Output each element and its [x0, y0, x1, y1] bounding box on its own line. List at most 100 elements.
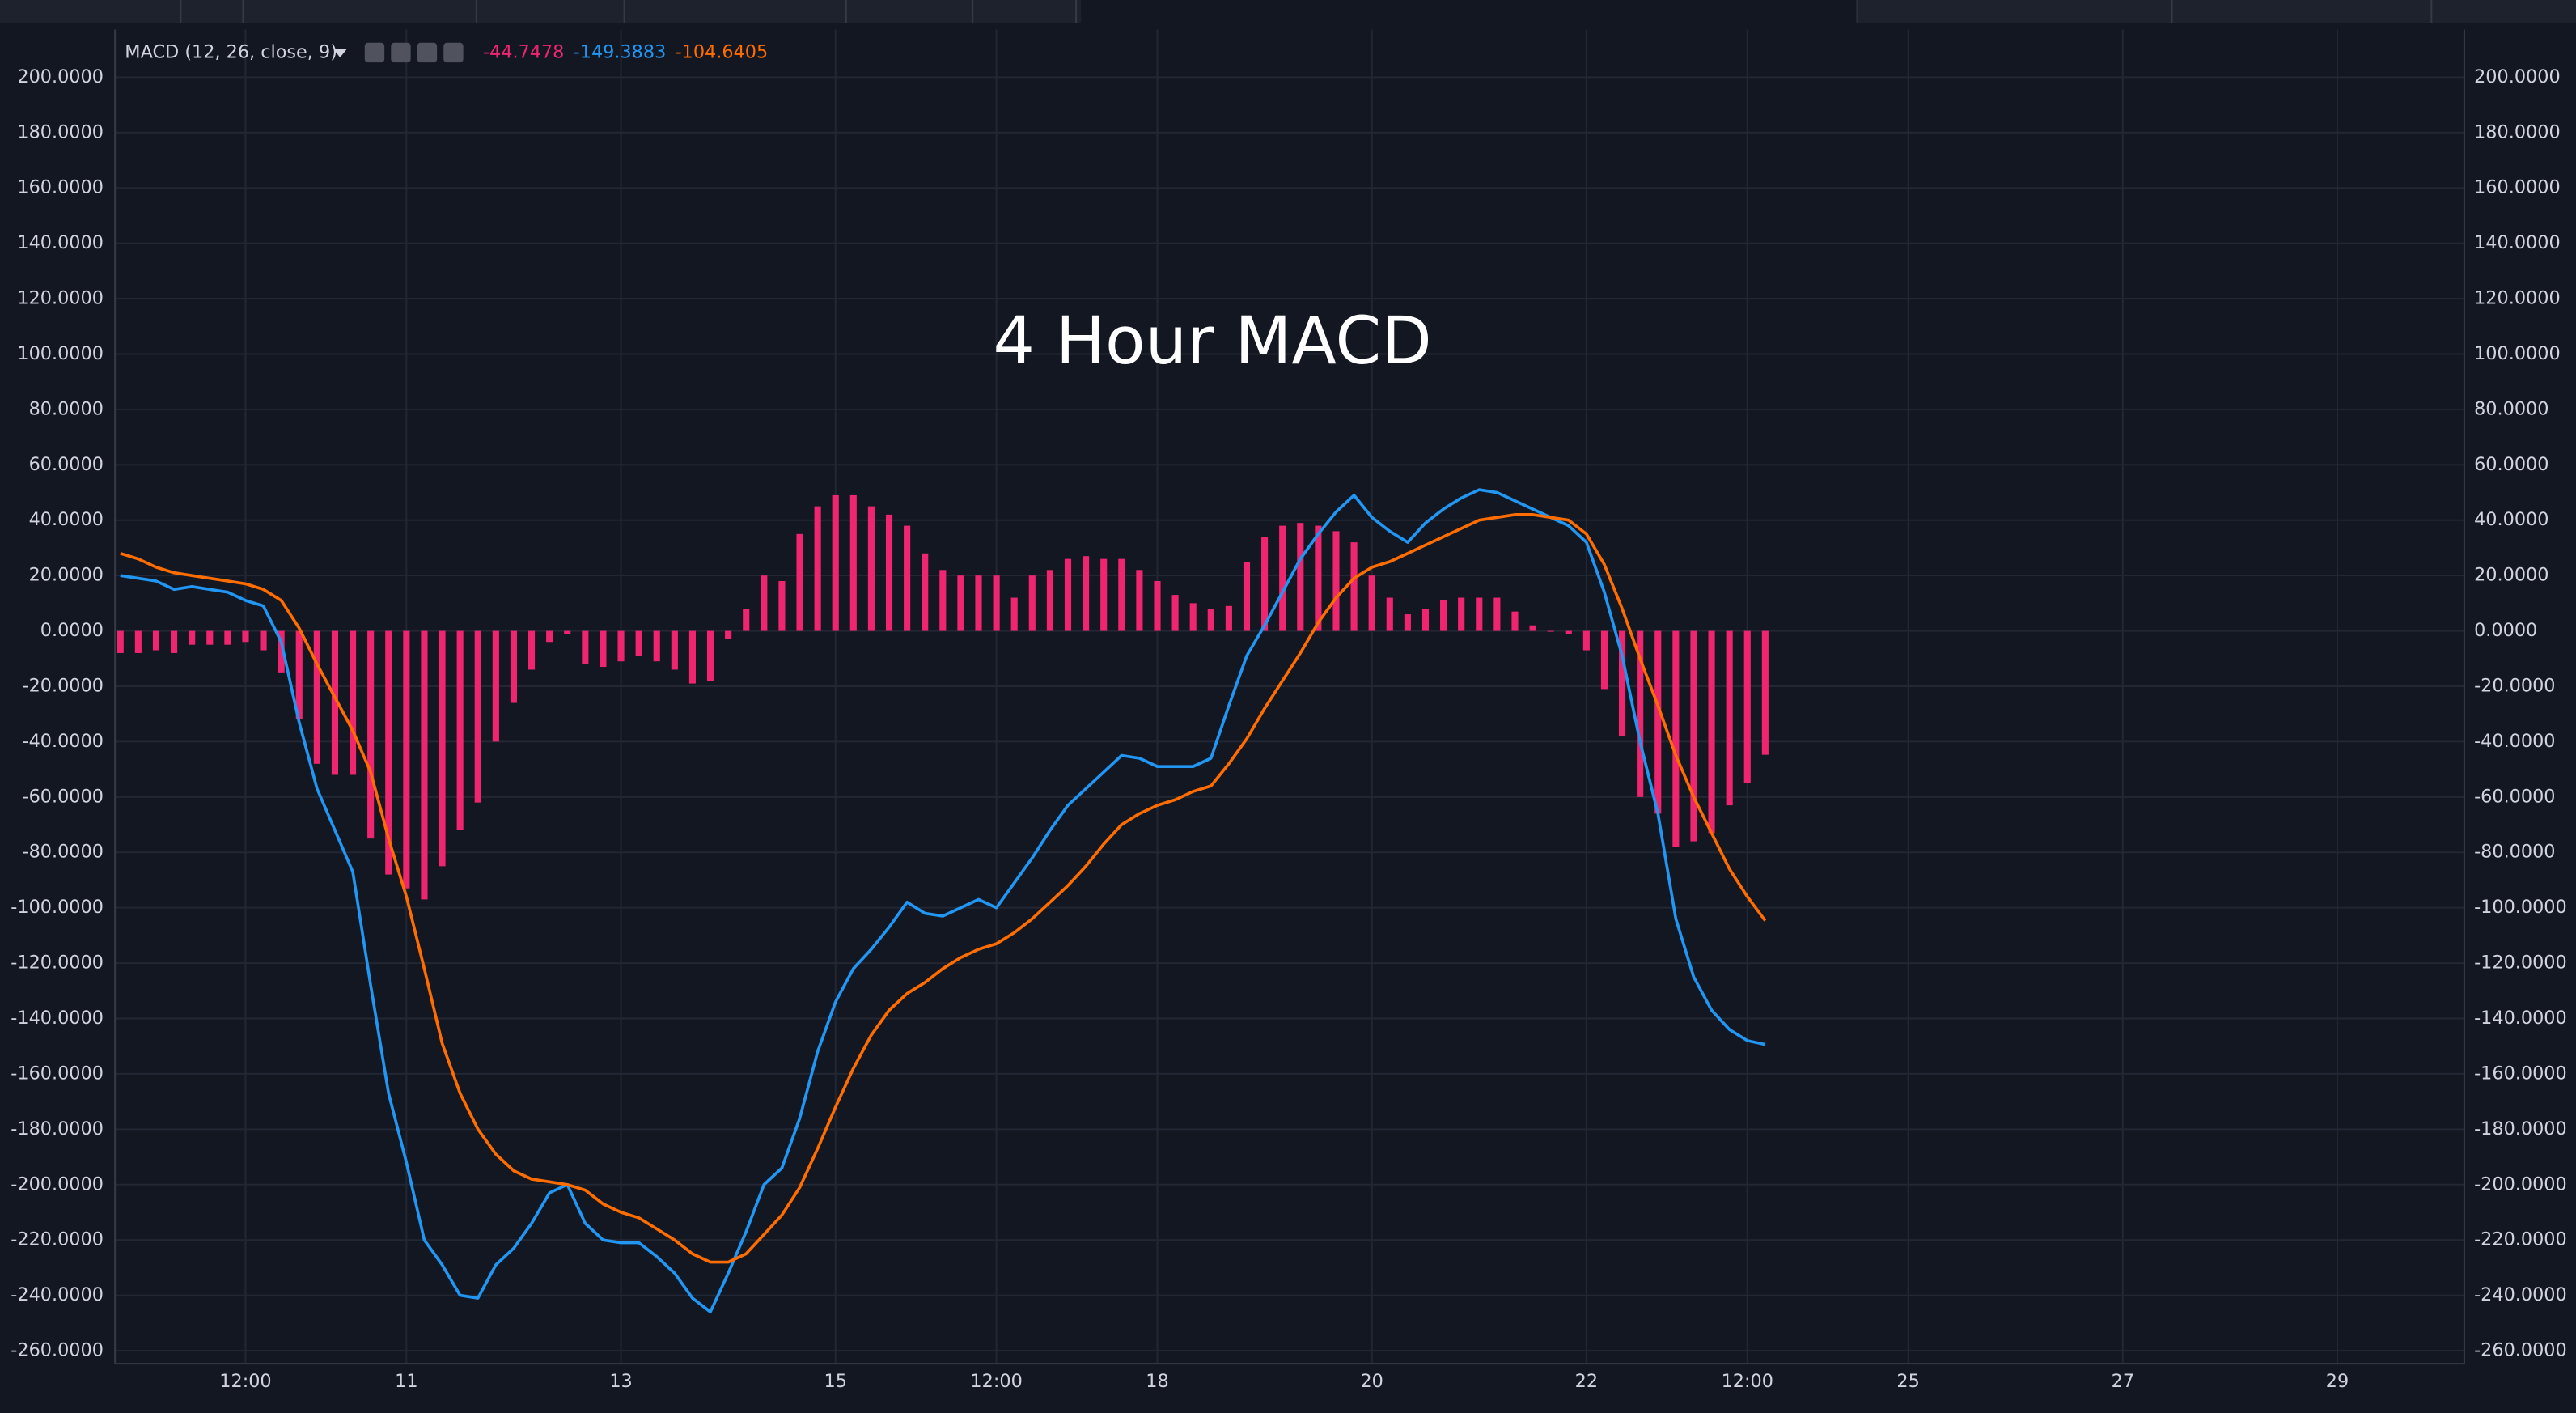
- histogram-bar: [617, 630, 625, 662]
- settings-button[interactable]: [364, 42, 385, 63]
- histogram-bar: [1332, 531, 1340, 631]
- y2-tick-label: -160.0000: [2474, 1063, 2567, 1084]
- histogram-bar: [349, 630, 357, 775]
- histogram-bar: [492, 630, 499, 742]
- y2-tick-label: 180.0000: [2474, 121, 2561, 142]
- histogram-bar: [313, 630, 320, 764]
- y-tick-label: 80.0000: [29, 398, 104, 419]
- histogram-bar: [278, 630, 285, 673]
- macd-value: -149.3883: [574, 41, 667, 62]
- histogram-bar: [1404, 614, 1411, 631]
- histogram-bar: [1368, 575, 1375, 631]
- histogram-bar: [189, 630, 196, 645]
- footer: [0, 1390, 2576, 1413]
- histogram-bar: [1207, 609, 1214, 631]
- histogram-bar: [1582, 630, 1590, 651]
- histogram-bar: [1565, 630, 1572, 634]
- histogram-bar: [1243, 562, 1251, 631]
- histogram-bar: [421, 630, 428, 900]
- histogram-bar: [671, 630, 678, 670]
- y-tick-label: 40.0000: [29, 509, 104, 530]
- histogram-bar: [939, 570, 947, 631]
- x-tick-label: 20: [1360, 1371, 1383, 1392]
- y2-tick-label: 40.0000: [2474, 509, 2548, 530]
- histogram-bar: [171, 630, 178, 653]
- histogram-bar: [1154, 580, 1161, 631]
- histogram-bar: [439, 630, 446, 867]
- y-tick-label: 0.0000: [40, 620, 104, 641]
- histogram-bar: [1547, 630, 1554, 632]
- histogram-bar: [1225, 605, 1232, 631]
- histogram-bar: [582, 630, 589, 664]
- histogram-bar: [224, 630, 231, 645]
- histogram-bar: [403, 630, 410, 889]
- y-tick-label: 100.0000: [17, 343, 104, 364]
- y2-tick-label: 120.0000: [2474, 288, 2561, 309]
- histogram-bar: [1690, 630, 1697, 842]
- histogram-bar: [1458, 597, 1465, 631]
- y-tick-label: -220.0000: [11, 1229, 104, 1250]
- chart-title: 4 Hour MACD: [993, 303, 1431, 380]
- y-tick-label: -100.0000: [11, 897, 104, 918]
- more-button[interactable]: [417, 42, 438, 63]
- histogram-bar: [1028, 575, 1036, 631]
- histogram-bar: [1672, 630, 1680, 847]
- histogram-bar: [653, 630, 660, 662]
- line: [120, 513, 1767, 1264]
- histogram-bar: [635, 630, 642, 656]
- y2-tick-label: 100.0000: [2474, 343, 2561, 364]
- histogram-bar: [117, 630, 124, 653]
- histogram-bar: [1010, 597, 1018, 631]
- x-tick-label: 12:00: [219, 1371, 271, 1392]
- y-tick-label: -260.0000: [11, 1340, 104, 1361]
- histogram-bar: [1083, 556, 1090, 631]
- histogram-bar: [1315, 525, 1322, 631]
- y-tick-label: 180.0000: [17, 121, 104, 142]
- histogram-bar: [1619, 630, 1626, 736]
- y2-tick-label: -40.0000: [2474, 731, 2555, 752]
- y2-tick-label: 0.0000: [2474, 620, 2537, 641]
- y2-tick-label: -80.0000: [2474, 842, 2555, 863]
- histogram-bar: [706, 630, 714, 681]
- histogram-bar: [1350, 542, 1358, 631]
- x-tick-label: 12:00: [970, 1371, 1022, 1392]
- histogram-bar: [957, 575, 964, 631]
- histogram-bar: [725, 630, 732, 639]
- histogram-bar: [564, 630, 571, 634]
- y2-tick-label: -20.0000: [2474, 675, 2555, 696]
- histogram-bar: [1440, 600, 1447, 631]
- indicator-buttons: [364, 42, 464, 63]
- histogram-bar: [922, 553, 929, 631]
- y-tick-label: -160.0000: [11, 1063, 104, 1084]
- histogram-bar: [993, 575, 1000, 631]
- histogram-bar: [1511, 611, 1519, 631]
- drawing-toolbar[interactable]: [1081, 0, 1857, 23]
- histogram-bar: [1654, 630, 1662, 814]
- y-tick-label: -180.0000: [11, 1118, 104, 1139]
- indicator-label[interactable]: MACD (12, 26, close, 9): [125, 41, 337, 62]
- histogram-bar: [260, 630, 267, 651]
- y-tick-label: -120.0000: [11, 953, 104, 974]
- close-button[interactable]: [443, 42, 464, 63]
- histogram-bar: [1476, 597, 1483, 631]
- y-tick-label: 60.0000: [29, 454, 104, 475]
- y2-tick-label: -180.0000: [2474, 1118, 2567, 1139]
- histogram-bar: [331, 630, 339, 775]
- histogram-bar: [778, 580, 786, 631]
- y-tick-label: -140.0000: [11, 1008, 104, 1029]
- y-tick-label: -60.0000: [23, 786, 104, 807]
- histogram-bar: [1386, 597, 1393, 631]
- x-tick-label: 22: [1575, 1371, 1598, 1392]
- source-button[interactable]: [391, 42, 411, 63]
- indicator-dropdown[interactable]: [333, 49, 347, 58]
- histogram-bar: [546, 630, 553, 643]
- y-tick-label: -20.0000: [23, 675, 104, 696]
- x-tick-label: 29: [2326, 1371, 2349, 1392]
- y2-tick-label: 200.0000: [2474, 66, 2561, 87]
- x-tick-label: 25: [1896, 1371, 1919, 1392]
- histogram-bar: [849, 494, 857, 631]
- histogram-bar: [743, 609, 750, 631]
- histogram-bar: [1171, 595, 1179, 631]
